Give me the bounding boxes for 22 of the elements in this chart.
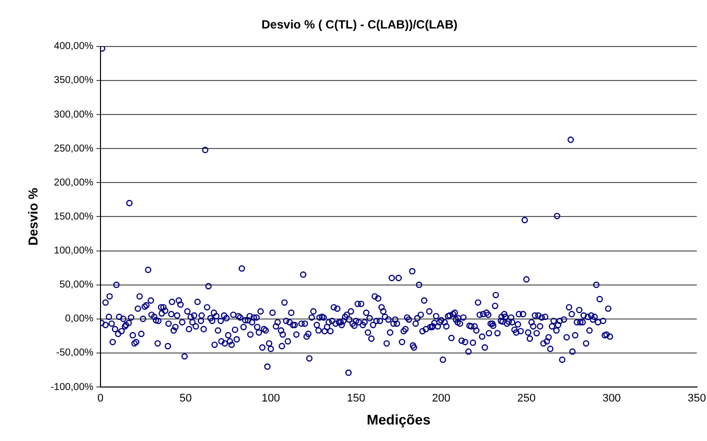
y-tick-label: 400,00% [54,41,94,52]
x-tick-label: 200 [432,392,450,405]
y-tick-label: 200,00% [54,177,94,188]
y-tick-label: 350,00% [54,75,94,86]
x-tick-label: 150 [346,392,366,405]
y-tick-label: 150,00% [54,211,94,222]
x-tick-label: 300 [602,392,621,405]
y-tick-label: 100,00% [54,246,94,257]
y-axis-title: Desvio % [25,187,40,246]
x-tick-label: 100 [262,392,280,405]
x-tick-label: 0 [97,392,104,405]
y-tick-label: 250,00% [54,143,94,154]
x-axis-title: Medições [366,411,431,428]
x-tick-label: 50 [179,392,192,405]
y-tick-label: 0,00% [65,314,94,325]
x-tick-label: 350 [688,392,706,405]
y-tick-label: -100,00% [50,382,94,393]
y-tick-label: 50,00% [59,280,94,291]
x-tick-label: 250 [517,392,536,405]
chart-title: Desvio % ( C(TL) - C(LAB))/C(LAB) [262,18,458,32]
y-tick-label: 300,00% [54,109,94,120]
y-tick-label: -50,00% [56,348,94,359]
